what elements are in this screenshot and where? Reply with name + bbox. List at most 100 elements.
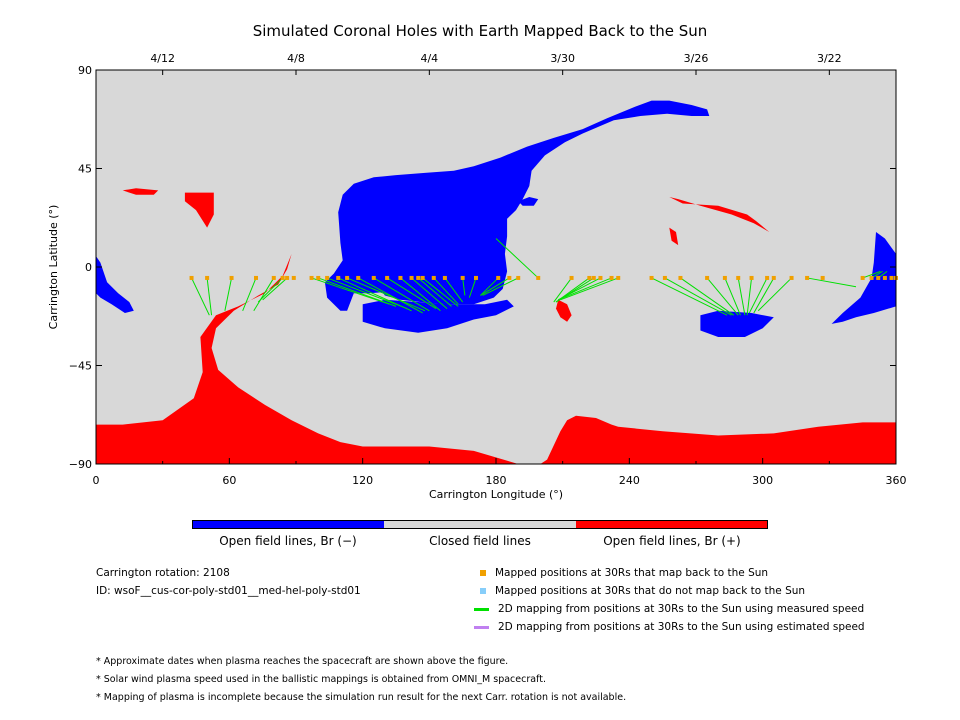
measured-mapping-line — [480, 277, 510, 296]
mapped-point — [860, 275, 865, 280]
mapped-point — [291, 275, 296, 280]
mapped-point — [678, 275, 683, 280]
mapped-point — [385, 275, 390, 280]
carrington-rotation: Carrington rotation: 2108 — [96, 567, 230, 579]
x-axis-label: Carrington Longitude (°) — [429, 488, 563, 501]
measured-mapping-line — [262, 277, 288, 301]
mapped-point — [325, 275, 330, 280]
date-tick-label: 4/12 — [150, 52, 175, 65]
colorbar-label-positive: Open field lines, Br (+) — [603, 534, 741, 548]
mapped-point — [229, 275, 234, 280]
mapped-point — [882, 275, 887, 280]
date-tick-label: 3/30 — [550, 52, 575, 65]
mapped-point — [442, 275, 447, 280]
mapped-point — [189, 275, 194, 280]
mapped-point — [271, 275, 276, 280]
mapped-point — [409, 275, 414, 280]
mapped-point — [371, 275, 376, 280]
measured-mapping-line — [311, 277, 390, 305]
legend-label: 2D mapping from positions at 30Rs to the… — [498, 621, 865, 633]
colorbar — [192, 520, 768, 529]
measured-mapping-line — [706, 277, 739, 316]
y-tick-label: −45 — [69, 360, 92, 373]
measured-mapping-line — [257, 277, 284, 303]
y-tick-label: 45 — [78, 163, 92, 176]
measured-mapping-line — [411, 277, 448, 309]
mapped-point — [609, 275, 614, 280]
mapped-point — [649, 275, 654, 280]
coronal-hole-negative — [324, 100, 710, 311]
measured-mapping-line — [224, 277, 233, 311]
mapped-point — [616, 275, 621, 280]
measured-mapping-line — [680, 277, 735, 316]
x-tick-label: 180 — [486, 474, 507, 487]
mapped-point — [336, 275, 341, 280]
measured-mapping-line — [444, 277, 464, 303]
date-tick-label: 3/22 — [817, 52, 842, 65]
legend-item-measured: 2D mapping from positions at 30Rs to the… — [474, 602, 864, 616]
coronal-hole-positive — [184, 192, 214, 228]
coronal-hole-regions — [96, 100, 896, 464]
legend-item-estimated: 2D mapping from positions at 30Rs to the… — [474, 620, 865, 634]
measured-mapping-line — [558, 277, 612, 301]
measured-mapping-line — [417, 277, 452, 307]
coronal-hole-negative — [831, 232, 896, 324]
coronal-hole-positive — [669, 197, 770, 232]
mapped-point — [876, 275, 881, 280]
mapped-point — [316, 275, 321, 280]
y-tick-label: −90 — [69, 458, 92, 471]
mapped-point — [587, 275, 592, 280]
measured-mapping-line — [495, 238, 539, 279]
mapped-point — [536, 275, 541, 280]
measured-mapping-line — [748, 277, 768, 314]
x-tick-label: 240 — [619, 474, 640, 487]
date-tick-label: 3/26 — [684, 52, 709, 65]
line-marker-icon — [474, 625, 489, 629]
coronal-hole-negative — [362, 299, 514, 333]
x-tick-label: 0 — [93, 474, 100, 487]
coronal-hole-negative — [700, 310, 774, 337]
mapped-point — [254, 275, 258, 280]
colorbar-label-negative: Open field lines, Br (−) — [219, 534, 357, 548]
mapped-point — [431, 275, 436, 280]
mapped-point — [869, 275, 874, 280]
x-tick-label: 60 — [222, 474, 236, 487]
colorbar-label-closed: Closed field lines — [429, 534, 531, 548]
x-tick-label: 300 — [752, 474, 773, 487]
measured-mapping-line — [338, 277, 412, 312]
measured-mapping-line — [482, 277, 519, 296]
mapped-point — [205, 275, 210, 280]
mapped-point — [309, 275, 314, 280]
date-tick-label: 4/4 — [420, 52, 438, 65]
note-speed: * Solar wind plasma speed used in the ba… — [96, 674, 546, 685]
mapped-point — [416, 275, 421, 280]
coronal-hole-negative — [96, 256, 134, 313]
mapped-point — [516, 275, 521, 280]
measured-mapping-line — [318, 277, 397, 307]
colorbar-closed — [384, 521, 576, 528]
y-tick-label: 0 — [85, 261, 92, 274]
square-marker-icon — [480, 588, 486, 594]
measured-mapping-line — [373, 277, 430, 312]
measured-mapping-line — [400, 277, 441, 312]
mapped-point — [345, 275, 350, 280]
coronal-hole-negative — [518, 197, 539, 206]
mapped-point — [749, 275, 754, 280]
y-axis-label: Carrington Latitude (°) — [47, 205, 60, 330]
mapped-point — [280, 275, 285, 280]
mapped-point — [474, 275, 478, 280]
measured-mapping-line — [191, 277, 210, 316]
measured-mapping-line — [807, 277, 857, 288]
mapped-point — [820, 275, 825, 280]
measured-mapping-line — [326, 277, 408, 310]
measured-mapping-line — [253, 277, 275, 312]
mapped-point — [789, 275, 794, 280]
colorbar-open-positive — [575, 521, 767, 528]
square-marker-icon — [480, 570, 486, 576]
coronal-hole-positive — [669, 227, 679, 246]
mapped-point — [765, 275, 770, 280]
measured-mapping-line — [480, 277, 499, 296]
coronal-hole-positive — [96, 253, 896, 464]
measured-mapping-line — [242, 277, 257, 311]
measured-mapping-line — [468, 277, 477, 298]
